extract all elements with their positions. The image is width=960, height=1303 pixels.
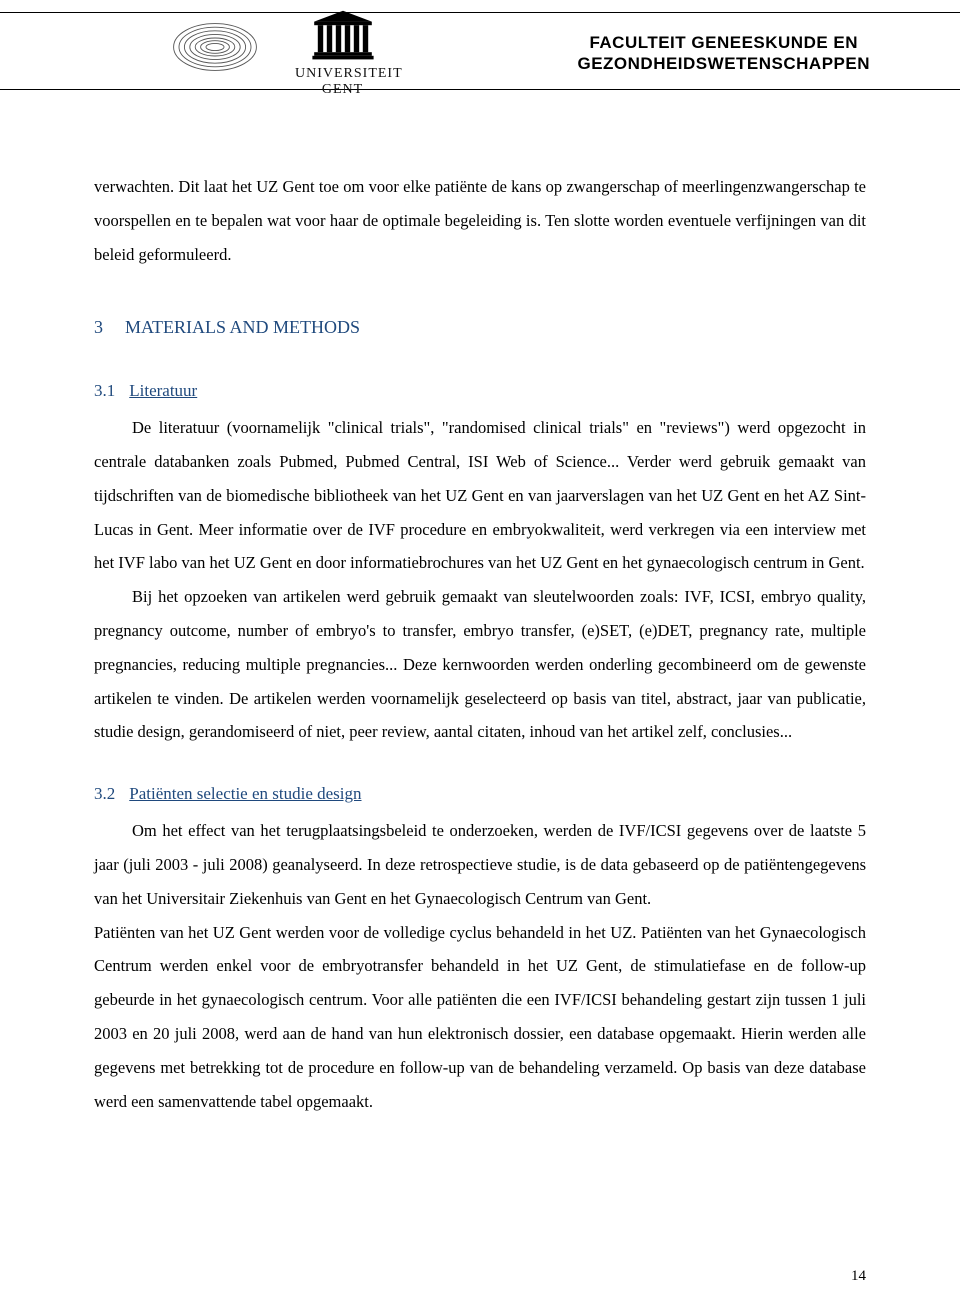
section-3-1-heading: 3.1 Literatuur	[94, 374, 866, 409]
page-number: 14	[851, 1268, 866, 1285]
university-logo: UNIVERSITEIT GENT	[295, 8, 390, 98]
university-line2: GENT	[295, 82, 390, 98]
section-3-1-title: Literatuur	[129, 381, 197, 400]
faculty-line2: GEZONDHEIDSWETENSCHAPPEN	[577, 53, 870, 74]
university-name: UNIVERSITEIT GENT	[295, 66, 390, 98]
section-3-1-p1: De literatuur (voornamelijk "clinical tr…	[94, 411, 866, 580]
section-3-heading: 3 MATERIALS AND METHODS	[94, 309, 866, 346]
building-icon	[307, 8, 379, 64]
section-3-number: 3	[94, 317, 103, 337]
university-line1: UNIVERSITEIT	[295, 66, 390, 82]
section-3-2-p1: Om het effect van het terugplaatsingsbel…	[94, 814, 866, 915]
page-header: UNIVERSITEIT GENT FACULTEIT GENEESKUNDE …	[0, 0, 960, 140]
faculty-name: FACULTEIT GENEESKUNDE EN GEZONDHEIDSWETE…	[577, 32, 870, 75]
section-3-1-number: 3.1	[94, 381, 115, 400]
section-3-title: MATERIALS AND METHODS	[125, 317, 360, 337]
section-3-2-heading: 3.2 Patiënten selectie en studie design	[94, 777, 866, 812]
section-3-2-p2: Patiënten van het UZ Gent werden voor de…	[94, 916, 866, 1119]
section-3-1-p2: Bij het opzoeken van artikelen werd gebr…	[94, 580, 866, 749]
fingerprint-icon	[170, 18, 260, 76]
section-3-2-title: Patiënten selectie en studie design	[129, 784, 361, 803]
section-3-2-number: 3.2	[94, 784, 115, 803]
faculty-line1: FACULTEIT GENEESKUNDE EN	[577, 32, 870, 53]
intro-paragraph: verwachten. Dit laat het UZ Gent toe om …	[94, 170, 866, 271]
page-content: verwachten. Dit laat het UZ Gent toe om …	[0, 140, 960, 1118]
